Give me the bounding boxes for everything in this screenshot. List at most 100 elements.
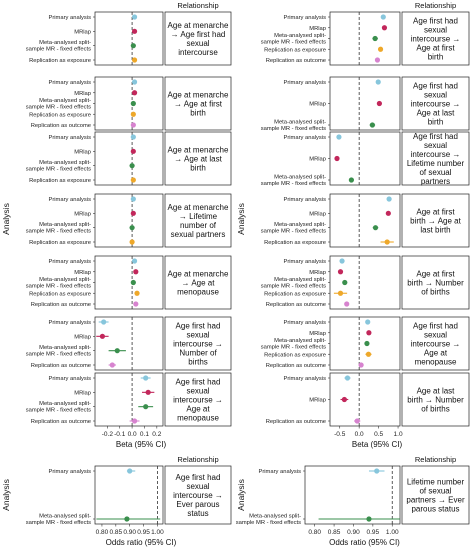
relationship-label: Age at first <box>416 270 455 279</box>
analysis-label: Primary analysis <box>283 135 326 141</box>
estimate-point <box>130 210 136 216</box>
analysis-label: Primary analysis <box>48 376 91 382</box>
analysis-label: MRlap <box>74 29 91 35</box>
relationship-header: Relationship <box>415 1 456 10</box>
x-tick-label: 0.0 <box>128 431 137 438</box>
estimate-point <box>374 468 380 474</box>
relationship-label: partners <box>421 177 450 186</box>
y-axis-title: Analysis <box>1 479 11 511</box>
estimate-point <box>131 57 138 63</box>
estimate-point <box>366 330 372 336</box>
estimate-point <box>129 239 135 245</box>
estimate-point <box>130 122 136 128</box>
analysis-label: sample MR - fixed effects <box>261 284 326 290</box>
analysis-label: Replication as outcome <box>266 363 326 369</box>
analysis-label: Primary analysis <box>48 320 91 326</box>
estimate-point <box>369 122 375 128</box>
analysis-label: Primary analysis <box>283 376 326 382</box>
relationship-label: of sexual <box>419 487 451 496</box>
relationship-box <box>164 465 232 525</box>
analysis-label: Primary analysis <box>283 80 326 86</box>
relationship-label: intercourse → <box>411 35 461 44</box>
relationship-label: parous status <box>411 505 459 514</box>
analysis-label: Replication as outcome <box>31 123 91 129</box>
relationship-label: Age at menarche <box>168 203 229 212</box>
relationship-label: Lifetime number <box>407 478 465 487</box>
relationship-box <box>164 372 232 427</box>
relationship-box <box>401 316 470 371</box>
analysis-label: Meta-analysed split- <box>39 160 91 166</box>
estimate-point <box>114 348 120 354</box>
relationship-label: Age first had <box>176 473 221 482</box>
relationship-label: intercourse → <box>173 340 223 349</box>
estimate-point <box>364 340 370 347</box>
analysis-label: MRlap <box>309 157 326 163</box>
relationship-label: Age at first <box>416 208 455 217</box>
analysis-label: Primary analysis <box>283 259 326 265</box>
x-tick-label: 1.0 <box>394 431 403 438</box>
analysis-label: Meta-analysed split- <box>274 33 326 39</box>
relationship-box <box>164 255 232 310</box>
x-tick-label: 1.00 <box>151 529 164 536</box>
estimate-point <box>130 279 136 286</box>
estimate-point <box>101 319 107 325</box>
facet-plot-frame <box>329 193 401 248</box>
analysis-label: Replication as outcome <box>31 419 91 425</box>
facet-plot-frame <box>304 465 401 525</box>
relationship-label: sexual <box>186 482 209 491</box>
relationship-label: status <box>187 509 208 518</box>
x-tick-label: 0.2 <box>152 431 161 438</box>
relationship-label: Age first had <box>176 378 221 387</box>
analysis-label: Meta-analysed split- <box>274 338 326 344</box>
analysis-label: Meta-analysed split- <box>274 120 326 126</box>
estimate-point <box>375 79 381 85</box>
estimate-point <box>99 333 106 339</box>
relationship-box <box>164 193 232 248</box>
analysis-label: sample MR - fixed effects <box>26 520 91 526</box>
analysis-label: MRlap <box>74 334 91 340</box>
facet-plot-frame <box>94 76 164 131</box>
x-axis-title: Odds ratio (95% CI) <box>329 538 400 547</box>
relationship-label: → Age at <box>182 279 216 288</box>
facet-plot-frame <box>329 11 401 66</box>
estimate-point <box>109 362 115 368</box>
relationship-label: last birth <box>420 226 450 235</box>
x-tick-label: 0.95 <box>367 529 380 536</box>
estimate-point <box>358 362 364 368</box>
estimate-point <box>130 100 136 107</box>
estimate-point <box>131 14 138 20</box>
analysis-label: sample MR - fixed effects <box>26 105 91 111</box>
estimate-point <box>354 418 360 424</box>
estimate-point <box>127 468 133 474</box>
analysis-label: Primary analysis <box>48 259 91 265</box>
estimate-point <box>131 28 138 34</box>
relationship-label: Number of <box>179 349 217 358</box>
relationship-box <box>164 11 232 66</box>
facet-plot-frame <box>94 316 164 371</box>
relationship-label: birth → Number <box>407 396 464 405</box>
estimate-point <box>374 57 381 63</box>
relationship-label: of births <box>421 288 449 297</box>
relationship-header: Relationship <box>177 1 218 10</box>
relationship-label: Age first had <box>413 322 458 331</box>
estimate-point <box>131 90 138 96</box>
facet-plot-frame <box>94 131 164 186</box>
relationship-box <box>401 193 470 248</box>
x-tick-label: 0.5 <box>374 431 383 438</box>
analysis-label: Replication as outcome <box>266 419 326 425</box>
analysis-label: Replication as outcome <box>266 58 326 64</box>
analysis-label: MRlap <box>309 102 326 108</box>
analysis-label: Meta-analysed split- <box>274 175 326 181</box>
relationship-label: Age first had <box>413 17 458 26</box>
relationship-label: birth <box>428 53 444 62</box>
estimate-point <box>372 225 379 231</box>
estimate-point <box>130 111 136 117</box>
estimate-point <box>130 196 136 202</box>
relationship-box <box>401 465 470 525</box>
estimate-point <box>344 301 350 307</box>
estimate-point <box>344 375 351 381</box>
relationship-label: Age at <box>186 405 210 414</box>
x-tick-label: -0.5 <box>334 431 346 438</box>
x-tick-label: 0.90 <box>123 529 136 536</box>
